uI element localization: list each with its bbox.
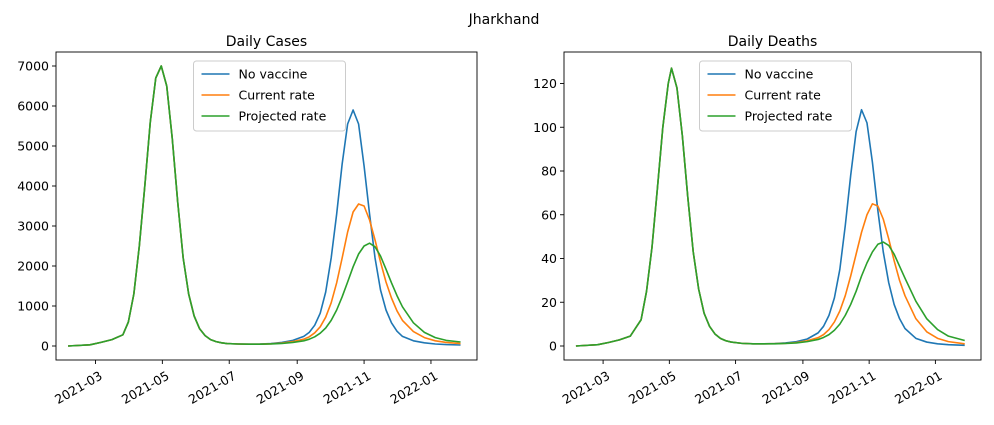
chart-title: Daily Deaths xyxy=(728,34,818,50)
legend-label: Current rate xyxy=(745,88,822,103)
y-tick-label: 6000 xyxy=(17,99,49,114)
x-tick-label: 2022-01 xyxy=(892,368,945,407)
y-tick-label: 100 xyxy=(533,120,557,135)
y-tick-label: 40 xyxy=(541,251,557,266)
legend-label: Projected rate xyxy=(745,109,833,124)
y-tick-label: 4000 xyxy=(17,179,49,194)
y-tick-label: 80 xyxy=(541,164,557,179)
plot-frame xyxy=(55,51,478,361)
series-group xyxy=(68,65,461,347)
y-tick-label: 20 xyxy=(541,295,557,310)
x-tick-label: 2021-03 xyxy=(52,368,105,407)
y-tick-label: 1000 xyxy=(17,299,49,314)
x-tick-label: 2021-05 xyxy=(119,368,172,407)
x-tick-label: 2021-11 xyxy=(826,368,879,407)
legend-box xyxy=(699,60,852,132)
series-line-projected-rate xyxy=(68,65,461,347)
x-tick-label: 2021-09 xyxy=(759,368,812,407)
x-tick-label: 2021-03 xyxy=(560,368,613,407)
figure-title: Jharkhand xyxy=(468,12,540,28)
y-tick-label: 60 xyxy=(541,207,557,222)
x-tick-label: 2021-05 xyxy=(626,368,679,407)
chart-daily-deaths: Daily Deaths 0 20 40 60 80 100 120 2021-03 2021-0… xyxy=(533,34,982,407)
x-tick-label: 2021-11 xyxy=(321,368,374,407)
legend: No vaccine Current rate Projected rate xyxy=(699,60,852,132)
x-tick-label: 2021-09 xyxy=(254,368,307,407)
chart-title: Daily Cases xyxy=(226,34,307,50)
x-tick-label: 2022-01 xyxy=(388,368,441,407)
y-tick-label: 3000 xyxy=(17,219,49,234)
y-tick-label: 5000 xyxy=(17,139,49,154)
legend-box xyxy=(193,60,346,132)
x-tick-label: 2021-07 xyxy=(692,368,745,407)
y-tick-label: 7000 xyxy=(17,59,49,74)
legend-label: Projected rate xyxy=(239,109,327,124)
legend-label: No vaccine xyxy=(745,67,814,82)
legend-label: No vaccine xyxy=(239,67,308,82)
y-tick-label: 0 xyxy=(549,339,557,354)
series-group xyxy=(575,67,965,347)
y-tick-label: 120 xyxy=(533,76,557,91)
legend: No vaccine Current rate Projected rate xyxy=(193,60,346,132)
y-tick-label: 2000 xyxy=(17,259,49,274)
chart-daily-cases: Daily Cases 0 1000 2000 3000 4000 5000 6000 7000… xyxy=(17,34,478,407)
series-line-projected-rate xyxy=(575,67,965,347)
legend-label: Current rate xyxy=(239,88,316,103)
plot-frame xyxy=(563,51,982,361)
y-tick-label: 0 xyxy=(41,339,49,354)
x-tick-label: 2021-07 xyxy=(186,368,239,407)
